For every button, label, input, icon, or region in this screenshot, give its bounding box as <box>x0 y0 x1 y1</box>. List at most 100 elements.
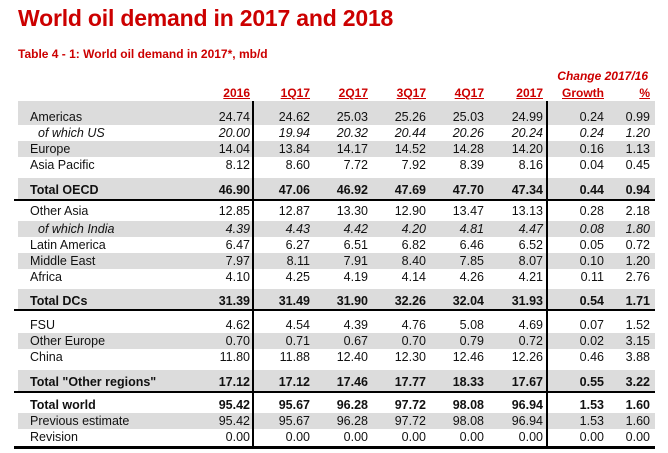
row-divider <box>14 309 655 311</box>
table-row: Latin America 6.47 6.27 6.51 6.82 6.46 6.52 0.0… <box>18 237 655 253</box>
cell-value: 98.08 <box>452 414 484 428</box>
row-label: Total world <box>30 398 96 412</box>
cell-value: 32.26 <box>394 294 426 308</box>
cell-value: 0.99 <box>625 110 650 124</box>
cell-value: 0.67 <box>343 334 368 348</box>
cell-value: 6.82 <box>401 238 426 252</box>
cell-value: 0.00 <box>225 430 250 444</box>
cell-value: 24.62 <box>278 110 310 124</box>
cell-value: 4.42 <box>343 222 368 236</box>
cell-value: 13.13 <box>511 204 543 218</box>
cell-value: 25.26 <box>394 110 426 124</box>
row-label: Americas <box>30 110 83 124</box>
cell-value: 14.28 <box>452 142 484 156</box>
cell-value: 8.07 <box>518 254 543 268</box>
cell-value: 0.28 <box>579 204 604 218</box>
cell-value: 95.67 <box>278 398 310 412</box>
cell-value: 0.11 <box>580 270 604 284</box>
cell-value: 0.72 <box>625 238 650 252</box>
cell-value: 24.74 <box>218 110 250 124</box>
cell-value: 4.14 <box>401 270 426 284</box>
cell-value: 17.46 <box>336 375 368 389</box>
cell-value: 31.39 <box>218 294 250 308</box>
row-label: Asia Pacific <box>30 158 95 172</box>
row-label: Europe <box>30 142 71 156</box>
row-label: Other Europe <box>30 334 106 348</box>
table-row: Total DCs 31.39 31.49 31.90 32.26 32.04 31.93 0… <box>18 289 655 310</box>
table-caption: Table 4 - 1: World oil demand in 2017*, … <box>18 47 268 61</box>
cell-value: 1.53 <box>579 398 604 412</box>
cell-value: 31.93 <box>511 294 543 308</box>
table-row: Europe 14.04 13.84 14.17 14.52 14.28 14.20 0.16… <box>18 141 655 157</box>
cell-value: 17.77 <box>394 375 426 389</box>
page-title: World oil demand in 2017 and 2018 <box>18 5 394 31</box>
cell-value: 14.20 <box>511 142 543 156</box>
cell-value: 1.52 <box>625 318 650 332</box>
cell-value: 20.32 <box>336 126 368 140</box>
table-row: FSU 4.62 4.54 4.39 4.76 5.08 4.69 0.07 1.52 <box>18 317 655 333</box>
cell-value: 7.72 <box>343 158 368 172</box>
cell-value: 1.60 <box>625 398 650 412</box>
cell-value: 46.92 <box>336 183 368 197</box>
cell-value: 12.46 <box>452 350 484 364</box>
cell-value: 0.02 <box>579 334 604 348</box>
column-divider <box>252 101 254 447</box>
cell-value: 0.00 <box>625 430 650 444</box>
table-row: China 11.80 11.88 12.40 12.30 12.46 12.26 0.46 3… <box>18 349 655 365</box>
cell-value: 17.67 <box>511 375 543 389</box>
row-label: Middle East <box>30 254 96 268</box>
row-label: China <box>30 350 63 364</box>
cell-value: 4.54 <box>285 318 310 332</box>
cell-value: 0.71 <box>285 334 310 348</box>
cell-value: 20.24 <box>511 126 543 140</box>
cell-value: 3.15 <box>625 334 650 348</box>
table-row: of which US 20.00 19.94 20.32 20.44 20.26 20.2… <box>18 125 655 141</box>
cell-value: 0.07 <box>579 318 604 332</box>
cell-value: 4.43 <box>285 222 310 236</box>
cell-value: 32.04 <box>452 294 484 308</box>
cell-value: 6.47 <box>225 238 250 252</box>
cell-value: 12.85 <box>218 204 250 218</box>
cell-value: 47.69 <box>394 183 426 197</box>
cell-value: 0.00 <box>285 430 310 444</box>
column-header: 3Q17 <box>396 86 426 100</box>
cell-value: 0.00 <box>401 430 426 444</box>
cell-value: 7.85 <box>459 254 484 268</box>
row-label: FSU <box>30 318 55 332</box>
cell-value: 0.10 <box>579 254 604 268</box>
cell-value: 0.45 <box>625 158 650 172</box>
column-header: % <box>639 86 650 100</box>
cell-value: 4.39 <box>343 318 368 332</box>
cell-value: 47.06 <box>278 183 310 197</box>
cell-value: 0.00 <box>343 430 368 444</box>
cell-value: 20.26 <box>452 126 484 140</box>
cell-value: 20.00 <box>218 126 250 140</box>
cell-value: 14.04 <box>218 142 250 156</box>
table-row: Revision 0.00 0.00 0.00 0.00 0.00 0.00 0.00 0.00 <box>18 429 655 445</box>
cell-value: 31.90 <box>336 294 368 308</box>
column-header: 2Q17 <box>338 86 368 100</box>
cell-value: 4.19 <box>343 270 368 284</box>
table-row: Total OECD 46.90 47.06 46.92 47.69 47.70 47.34… <box>18 178 655 199</box>
cell-value: 95.42 <box>218 398 250 412</box>
cell-value: 7.91 <box>343 254 368 268</box>
cell-value: 0.00 <box>459 430 484 444</box>
cell-value: 13.47 <box>452 204 484 218</box>
row-divider <box>14 199 655 201</box>
cell-value: 7.97 <box>225 254 250 268</box>
cell-value: 4.69 <box>518 318 543 332</box>
cell-value: 17.12 <box>218 375 250 389</box>
cell-value: 8.16 <box>518 158 543 172</box>
cell-value: 95.67 <box>278 414 310 428</box>
cell-value: 13.84 <box>278 142 310 156</box>
cell-value: 4.39 <box>225 222 250 236</box>
cell-value: 7.92 <box>401 158 426 172</box>
cell-value: 1.13 <box>625 142 650 156</box>
row-label: Previous estimate <box>30 414 130 428</box>
cell-value: 12.87 <box>278 204 310 218</box>
cell-value: 1.71 <box>625 294 650 308</box>
cell-value: 5.08 <box>459 318 484 332</box>
cell-value: 0.72 <box>518 334 543 348</box>
column-header: 1Q17 <box>280 86 310 100</box>
column-header: 4Q17 <box>454 86 484 100</box>
